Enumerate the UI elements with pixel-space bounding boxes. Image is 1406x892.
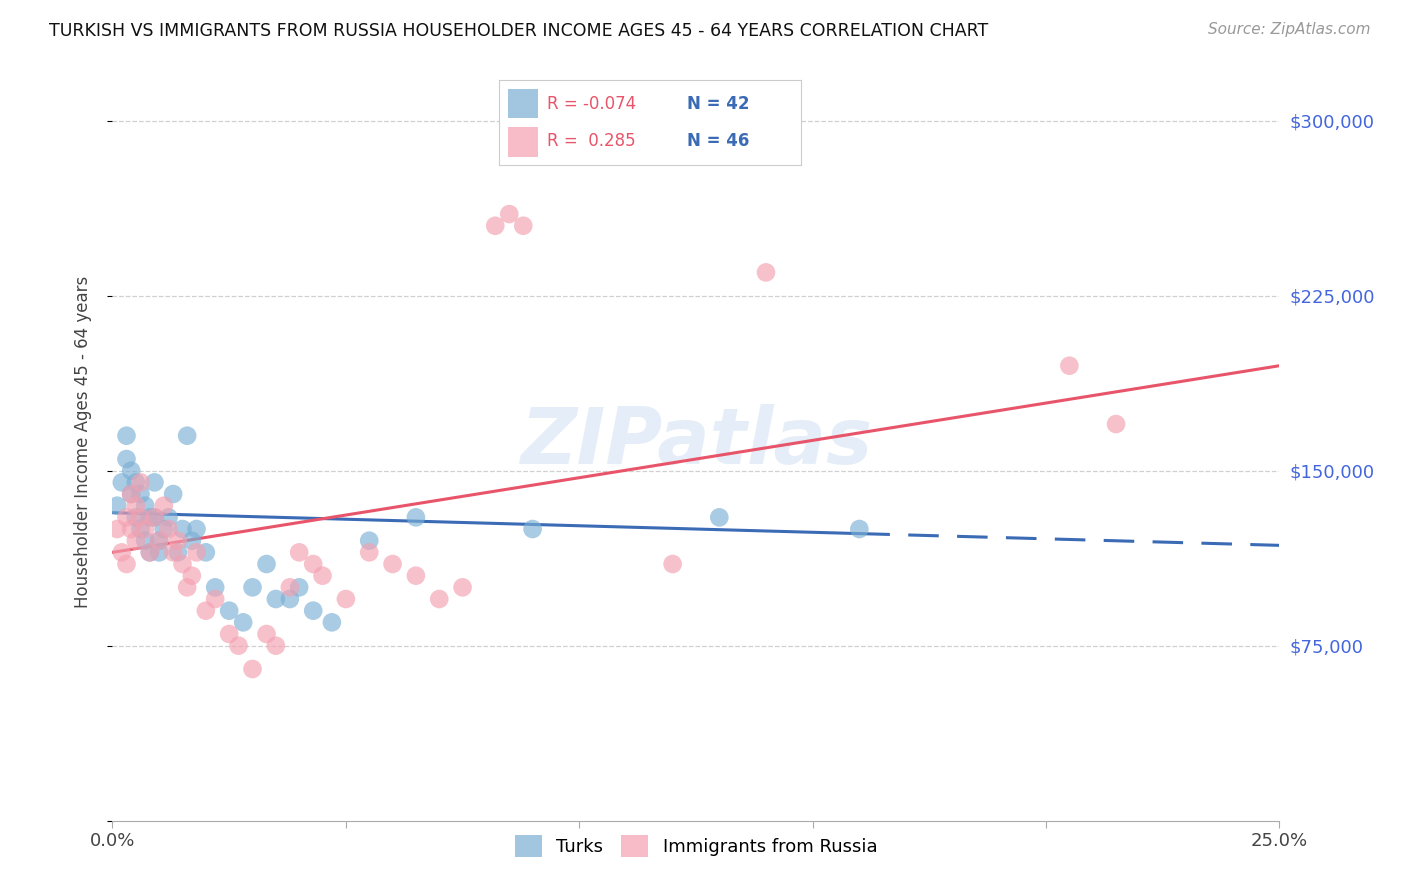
Point	[153, 499, 176, 513]
Point	[661, 557, 683, 571]
Point	[129, 510, 152, 524]
Point	[228, 639, 250, 653]
Point	[172, 522, 194, 536]
Point	[405, 568, 427, 582]
Point	[105, 522, 128, 536]
Point	[148, 545, 170, 559]
Point	[522, 522, 544, 536]
Point	[311, 568, 333, 582]
Point	[288, 580, 311, 594]
Point	[288, 545, 311, 559]
Point	[125, 533, 148, 548]
Point	[115, 510, 138, 524]
Point	[111, 545, 134, 559]
Point	[484, 219, 506, 233]
Text: N = 42: N = 42	[686, 95, 749, 112]
Point	[451, 580, 474, 594]
Text: Source: ZipAtlas.com: Source: ZipAtlas.com	[1208, 22, 1371, 37]
Point	[166, 533, 188, 548]
Point	[157, 522, 180, 536]
Point	[157, 510, 180, 524]
Point	[381, 557, 404, 571]
Point	[111, 475, 134, 490]
Point	[134, 533, 156, 548]
Point	[1105, 417, 1128, 431]
Point	[242, 580, 264, 594]
Point	[115, 428, 138, 442]
Point	[232, 615, 254, 630]
Point	[134, 499, 156, 513]
Point	[194, 545, 217, 559]
Text: N = 46: N = 46	[686, 132, 749, 150]
Point	[125, 510, 148, 524]
Point	[180, 533, 202, 548]
Point	[143, 475, 166, 490]
Point	[498, 207, 520, 221]
Point	[186, 522, 208, 536]
Point	[1059, 359, 1081, 373]
Point	[709, 510, 731, 524]
Text: TURKISH VS IMMIGRANTS FROM RUSSIA HOUSEHOLDER INCOME AGES 45 - 64 YEARS CORRELAT: TURKISH VS IMMIGRANTS FROM RUSSIA HOUSEH…	[49, 22, 988, 40]
Point	[204, 580, 226, 594]
Bar	[508, 89, 538, 119]
Point	[848, 522, 870, 536]
Point	[321, 615, 343, 630]
Point	[176, 580, 198, 594]
Point	[264, 592, 287, 607]
Point	[115, 452, 138, 467]
Point	[139, 510, 162, 524]
Point	[134, 522, 156, 536]
Point	[176, 428, 198, 442]
Point	[115, 557, 138, 571]
Legend: Turks, Immigrants from Russia: Turks, Immigrants from Russia	[508, 828, 884, 864]
Point	[180, 568, 202, 582]
Point	[148, 533, 170, 548]
Point	[125, 475, 148, 490]
Text: R = -0.074: R = -0.074	[547, 95, 637, 112]
Point	[129, 522, 152, 536]
Point	[105, 499, 128, 513]
Point	[755, 265, 778, 279]
Bar	[508, 127, 538, 157]
Point	[120, 522, 142, 536]
Point	[143, 510, 166, 524]
Point	[162, 545, 184, 559]
Point	[256, 557, 278, 571]
Point	[278, 580, 301, 594]
Text: R =  0.285: R = 0.285	[547, 132, 636, 150]
Point	[359, 533, 381, 548]
Point	[359, 545, 381, 559]
Y-axis label: Householder Income Ages 45 - 64 years: Householder Income Ages 45 - 64 years	[73, 276, 91, 607]
Point	[512, 219, 534, 233]
Point	[218, 627, 240, 641]
Point	[120, 487, 142, 501]
Point	[143, 510, 166, 524]
Point	[139, 545, 162, 559]
Point	[194, 604, 217, 618]
Point	[129, 487, 152, 501]
Point	[125, 499, 148, 513]
Point	[242, 662, 264, 676]
Point	[129, 475, 152, 490]
Point	[218, 604, 240, 618]
Point	[162, 487, 184, 501]
Point	[405, 510, 427, 524]
Point	[139, 545, 162, 559]
Point	[120, 487, 142, 501]
Point	[256, 627, 278, 641]
Point	[278, 592, 301, 607]
Point	[166, 545, 188, 559]
Point	[120, 464, 142, 478]
Point	[148, 533, 170, 548]
Point	[186, 545, 208, 559]
Point	[204, 592, 226, 607]
Point	[427, 592, 450, 607]
Point	[172, 557, 194, 571]
Point	[302, 557, 325, 571]
Point	[302, 604, 325, 618]
Point	[264, 639, 287, 653]
Point	[153, 522, 176, 536]
Point	[335, 592, 357, 607]
Text: ZIPatlas: ZIPatlas	[520, 403, 872, 480]
